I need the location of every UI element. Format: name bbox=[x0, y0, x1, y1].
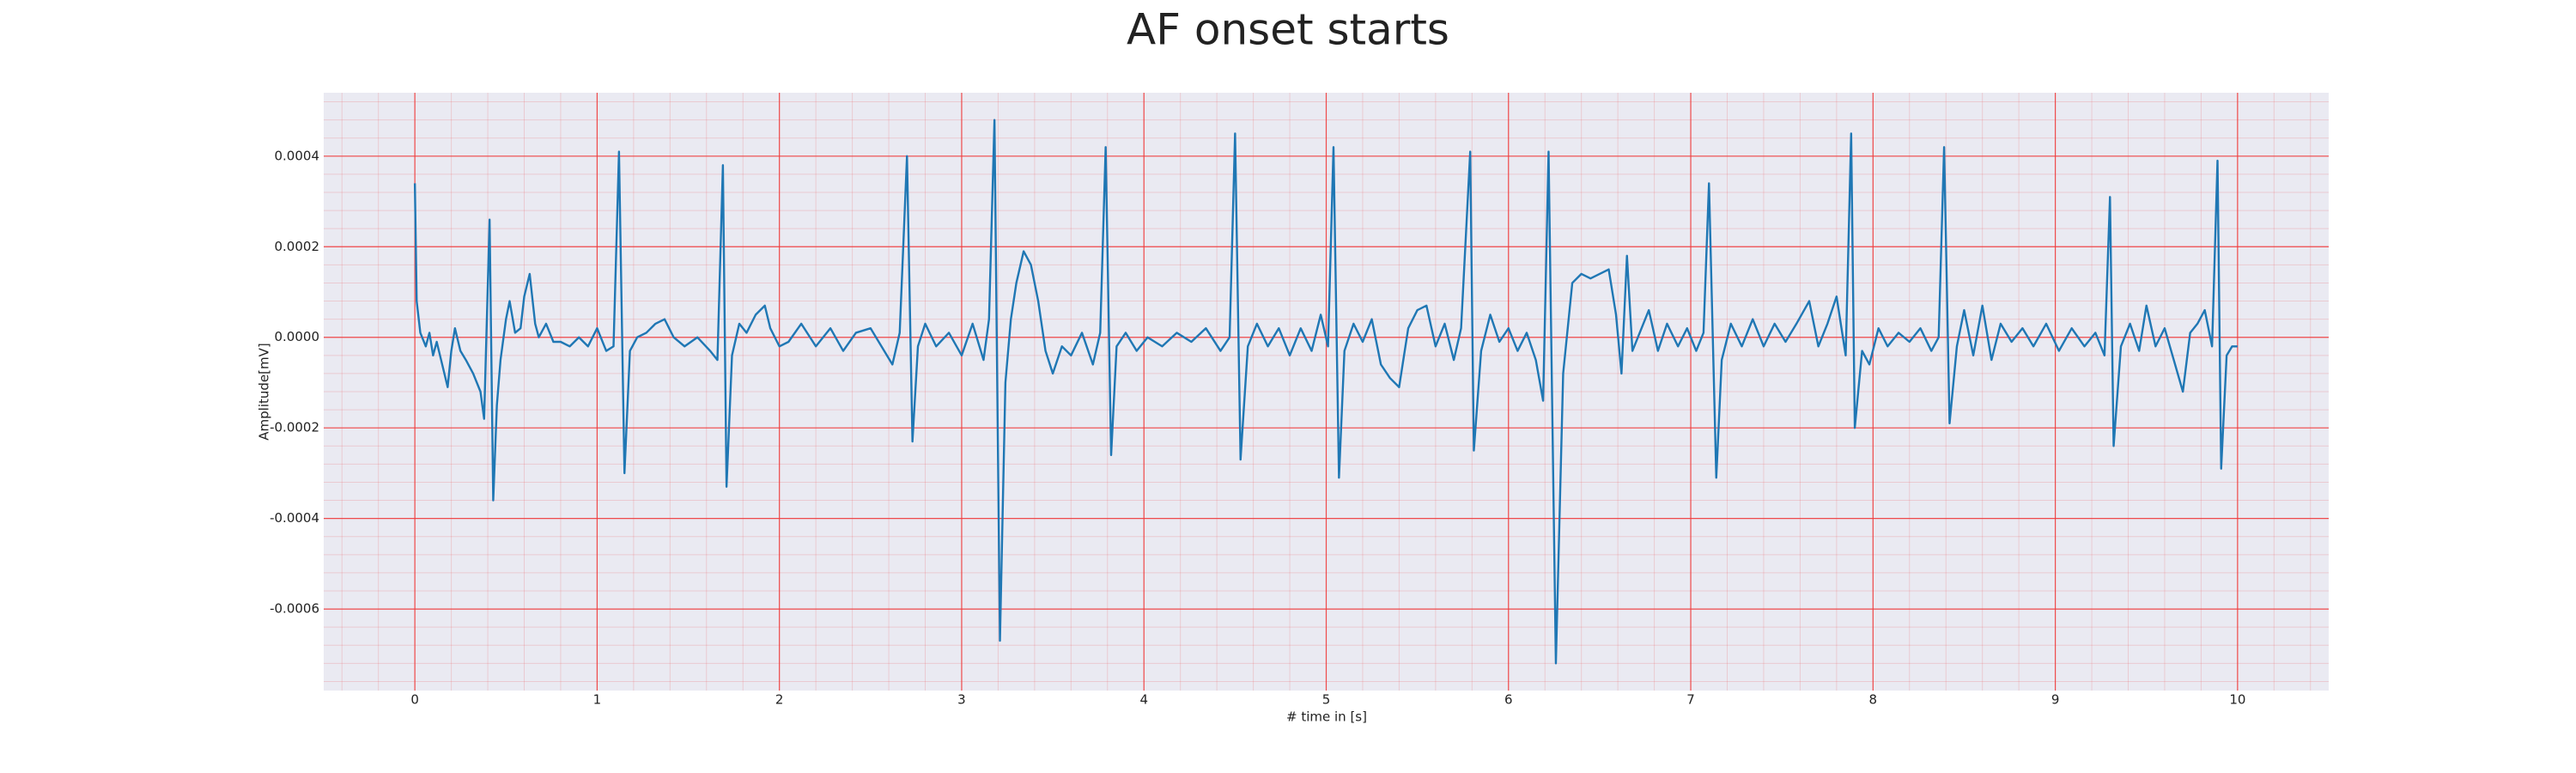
x-tick-label: 0 bbox=[410, 692, 419, 708]
y-tick-label: 0.0002 bbox=[275, 239, 320, 254]
x-tick-label: 4 bbox=[1139, 692, 1148, 708]
x-tick-label: 9 bbox=[2051, 692, 2060, 708]
x-tick-label: 1 bbox=[593, 692, 602, 708]
y-tick-label: -0.0004 bbox=[270, 510, 319, 526]
x-tick-label: 7 bbox=[1686, 692, 1695, 708]
chart-title: AF onset starts bbox=[1127, 5, 1449, 55]
x-tick-label: 3 bbox=[957, 692, 966, 708]
y-axis-label: Amplitude[mV] bbox=[257, 343, 272, 440]
x-tick-label: 5 bbox=[1322, 692, 1331, 708]
y-tick-label: -0.0006 bbox=[270, 601, 319, 617]
x-tick-label: 8 bbox=[1869, 692, 1878, 708]
y-tick-label: -0.0002 bbox=[270, 420, 319, 435]
signal-line bbox=[413, 119, 2238, 665]
x-tick-label: 6 bbox=[1504, 692, 1513, 708]
x-tick-label: 10 bbox=[2229, 692, 2245, 708]
y-tick-label: 0.0000 bbox=[275, 329, 320, 344]
x-tick-label: 2 bbox=[775, 692, 784, 708]
y-tick-label: 0.0004 bbox=[275, 148, 320, 163]
x-axis-label: # time in [s] bbox=[1286, 709, 1367, 725]
